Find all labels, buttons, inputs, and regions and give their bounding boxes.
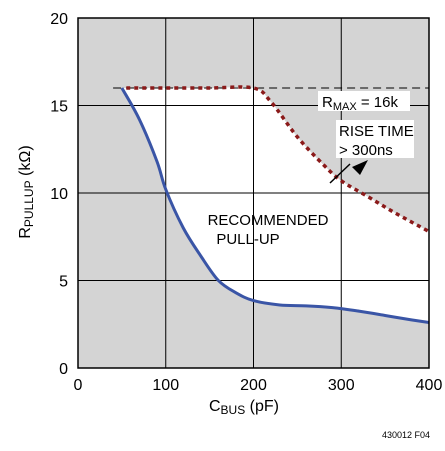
- x-tick-label: 200: [240, 377, 267, 394]
- rise-time-arrow-shaft: [329, 163, 351, 184]
- rmax-label-main: R: [322, 94, 333, 111]
- x-axis-label-sub: BUS: [221, 403, 246, 417]
- x-tick-label: 400: [416, 377, 443, 394]
- y-tick-label: 5: [59, 274, 68, 291]
- y-tick-label: 0: [59, 361, 68, 378]
- rise-time-label-line2: > 300ns: [339, 142, 393, 159]
- y-tick-label: 15: [50, 99, 68, 116]
- y-axis-label: RPULLUP (kΩ): [17, 145, 36, 238]
- rise-time-curve: [126, 85, 430, 234]
- y-tick-labels: 0 5 10 15 20: [50, 11, 68, 378]
- rise-time-label-backdrop: [336, 120, 414, 158]
- y-axis-label-main: R: [17, 227, 34, 239]
- figure-code: 430012 F04: [382, 430, 430, 440]
- recommended-label-line2: PULL-UP: [216, 231, 279, 248]
- rmax-label-sub: MAX: [333, 101, 358, 113]
- x-axis-label: CBUS (pF): [209, 398, 279, 417]
- y-tick-label: 20: [50, 11, 68, 28]
- x-tick-label: 300: [328, 377, 355, 394]
- rmax-label: RMAX = 16k: [322, 94, 398, 113]
- rmax-label-backdrop: [318, 91, 410, 111]
- rise-time-arrow-head: [352, 160, 368, 175]
- rise-time-label-line1: RISE TIME: [339, 123, 414, 140]
- plot-border: [77, 17, 430, 369]
- y-tick-label: 10: [50, 186, 68, 203]
- rmax-label-rest: = 16k: [357, 94, 399, 111]
- x-axis-label-unit: (pF): [245, 398, 279, 415]
- min-pullup-curve: [120, 87, 430, 324]
- y-axis-label-sub: PULLUP: [22, 180, 36, 227]
- x-tick-label: 100: [152, 377, 179, 394]
- x-axis-label-main: C: [209, 398, 221, 415]
- y-axis-label-unit: (kΩ): [17, 145, 34, 180]
- recommended-label-line1: RECOMMENDED: [208, 212, 329, 229]
- x-tick-labels: 0 100 200 300 400: [74, 377, 443, 394]
- x-tick-label: 0: [74, 377, 83, 394]
